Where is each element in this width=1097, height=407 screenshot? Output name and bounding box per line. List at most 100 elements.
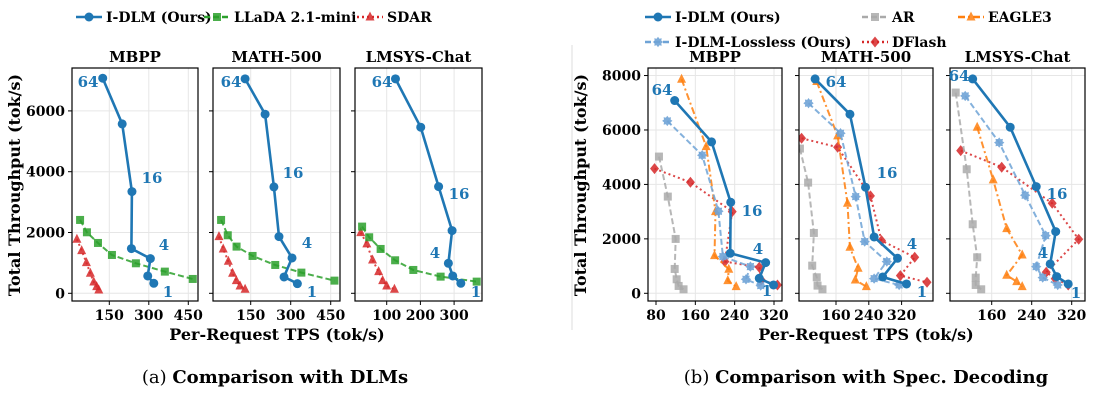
- legend-label: SDAR: [387, 10, 432, 26]
- batch-size-label: 64: [652, 81, 673, 99]
- data-point: [271, 260, 280, 269]
- legend-label: AR: [891, 10, 915, 26]
- batch-size-label: 4: [753, 240, 763, 258]
- legend-right: I-DLM (Ours) AR EAGLE3 I-DLM-Lossless (Ours…: [645, 10, 1052, 51]
- data-point: [72, 233, 82, 243]
- legend-left: I-DLM (Ours) LLaDA 2.1-mini SDAR: [76, 10, 432, 26]
- series-llada-2-1-mini: [217, 215, 339, 285]
- data-point: [77, 245, 87, 255]
- data-point: [850, 191, 861, 202]
- data-point: [842, 197, 852, 207]
- data-point: [160, 267, 169, 276]
- data-point: [726, 197, 736, 207]
- xtick-label: 320: [887, 308, 916, 324]
- series-line: [801, 137, 928, 284]
- data-point: [218, 243, 228, 253]
- data-point: [994, 137, 1005, 148]
- xtick-label: 320: [1057, 308, 1086, 324]
- legend-label: I-DLM-Lossless (Ours): [675, 35, 851, 51]
- data-point: [951, 88, 960, 97]
- data-point: [217, 215, 226, 224]
- data-point: [378, 275, 388, 285]
- data-point: [1037, 272, 1048, 283]
- data-point: [713, 206, 724, 217]
- data-point: [1047, 197, 1057, 209]
- data-point: [82, 228, 91, 237]
- data-point: [707, 137, 717, 147]
- xtick-label: 200: [406, 308, 435, 324]
- ytick-label: 6000: [26, 104, 65, 120]
- right-xlabel: Per-Request TPS (tok/s): [758, 325, 974, 344]
- data-point: [922, 276, 932, 288]
- panel-left-lmsys-chat: 100 200 300 LMSYS-Chat 64 16 4 1: [351, 48, 483, 324]
- data-point: [269, 182, 279, 192]
- series-i-dlm-ours: [810, 74, 912, 289]
- data-point: [362, 238, 372, 248]
- legend-marker-diamond: [870, 36, 880, 48]
- ytick-label: 2000: [602, 232, 641, 248]
- panel-left-math-500: 150 300 450 MATH-500 64 16 4 1: [209, 48, 346, 324]
- data-point: [1052, 279, 1063, 291]
- data-point: [812, 273, 821, 282]
- series-ar: [654, 152, 688, 294]
- series-i-dlm-ours: [390, 74, 466, 288]
- batch-size-label: 4: [430, 244, 440, 262]
- xtick-label: 150: [95, 308, 124, 324]
- batch-size-label: 1: [917, 283, 927, 301]
- data-point: [968, 74, 978, 84]
- ytick-label: 4000: [26, 165, 65, 181]
- data-point: [1031, 182, 1041, 192]
- series-sdar: [214, 231, 250, 293]
- data-point: [98, 73, 108, 83]
- ytick-label: 2000: [26, 226, 65, 242]
- batch-size-label: 4: [302, 234, 312, 252]
- batch-size-label: 64: [826, 73, 847, 91]
- legend-item-i-dlm-lossless-ours: I-DLM-Lossless (Ours): [645, 35, 851, 51]
- data-point: [859, 236, 870, 247]
- data-point: [1020, 190, 1031, 201]
- xtick-label: 450: [174, 308, 203, 324]
- data-point: [663, 192, 672, 201]
- series-i-dlm-ours: [670, 96, 779, 290]
- xtick-label: 320: [759, 308, 788, 324]
- panel-frame: [354, 67, 483, 302]
- batch-size-label: 1: [1071, 284, 1081, 302]
- xtick-label: 80: [646, 308, 666, 324]
- data-point: [724, 263, 734, 273]
- data-point: [76, 215, 85, 224]
- data-point: [754, 273, 764, 283]
- caption-left-prefix: (a): [142, 367, 167, 388]
- series-llada-2-1-mini: [76, 215, 197, 283]
- data-point: [833, 141, 843, 153]
- data-point: [973, 253, 982, 262]
- batch-size-label: 1: [307, 283, 317, 301]
- data-point: [803, 98, 814, 109]
- data-point: [1052, 272, 1062, 282]
- data-point: [769, 280, 779, 290]
- data-point: [878, 272, 888, 282]
- panel-frame: [647, 67, 783, 302]
- data-point: [1002, 269, 1012, 279]
- data-point: [240, 283, 250, 293]
- data-point: [409, 265, 418, 274]
- data-point: [804, 178, 813, 187]
- data-point: [93, 238, 102, 247]
- xtick-label: 300: [134, 308, 163, 324]
- data-point: [447, 226, 457, 236]
- legend-marker-triangle: [966, 11, 976, 21]
- series-dflash: [956, 145, 1084, 291]
- data-point: [143, 271, 153, 281]
- series-sdar: [72, 233, 104, 294]
- data-point: [260, 109, 270, 119]
- xtick-label: 300: [439, 308, 468, 324]
- panel-title: MBPP: [109, 48, 161, 66]
- caption-right: (b) Comparison with Spec. Decoding: [684, 367, 1049, 388]
- series-i-dlm-lossless-ours: [662, 115, 766, 291]
- legend-marker-circle: [84, 12, 94, 22]
- data-point: [472, 277, 481, 286]
- xtick-label: 150: [236, 308, 265, 324]
- panel-right-math-500: 160 240 320 MATH-500 64 16 4 1: [795, 48, 934, 324]
- data-point: [223, 231, 232, 240]
- batch-size-label: 64: [949, 67, 970, 85]
- data-point: [845, 109, 855, 119]
